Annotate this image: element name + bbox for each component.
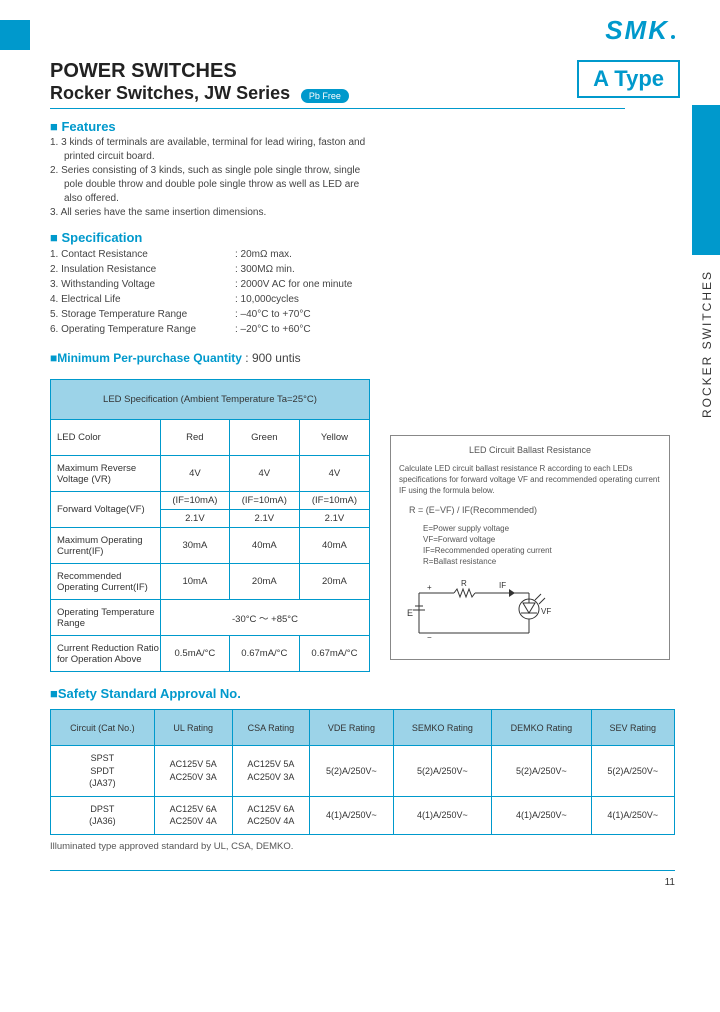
side-label: ROCKER SWITCHES — [700, 270, 714, 418]
cell: SPST SPDT (JA37) — [51, 746, 155, 797]
features-list: 1. 3 kinds of terminals are available, t… — [50, 136, 380, 220]
table-row: DPST (JA36) AC125V 6A AC250V 4A AC125V 6… — [51, 796, 675, 834]
spec-row: 3. Withstanding Voltage: 2000V AC for on… — [50, 277, 680, 292]
footnote: Illuminated type approved standard by UL… — [50, 841, 680, 852]
ballast-defs: E=Power supply voltage VF=Forward voltag… — [423, 523, 661, 568]
spec-row: 2. Insulation Resistance: 300MΩ min. — [50, 262, 680, 277]
led-spec-table: LED Specification (Ambient Temperature T… — [50, 379, 370, 672]
svg-text:−: − — [427, 633, 432, 642]
spec-row: 4. Electrical Life: 10,000cycles — [50, 292, 680, 307]
features-heading: Features — [50, 119, 680, 134]
title-line2: Rocker Switches, JW Series — [50, 83, 290, 103]
top-stripe — [0, 20, 30, 50]
page-number: 11 — [50, 877, 675, 888]
spec-row: 6. Operating Temperature Range: –20°C to… — [50, 322, 680, 337]
feature-item: 3. All series have the same insertion di… — [50, 206, 380, 220]
svg-text:VF: VF — [541, 607, 551, 616]
safety-heading: Safety Standard Approval No. — [50, 686, 680, 701]
ballast-title: LED Circuit Ballast Resistance — [399, 444, 661, 457]
svg-text:R: R — [461, 579, 467, 588]
table-row: SPST SPDT (JA37) AC125V 5A AC250V 3A AC1… — [51, 746, 675, 797]
ballast-desc: Calculate LED circuit ballast resistance… — [399, 463, 661, 497]
table-row: Circuit (Cat No.) UL Rating CSA Rating V… — [51, 710, 675, 746]
type-badge: A Type — [577, 60, 680, 98]
ballast-formula: R = (E−VF) / IF(Recommended) — [409, 504, 661, 517]
spec-row: 5. Storage Temperature Range: –40°C to +… — [50, 307, 680, 322]
safety-table: Circuit (Cat No.) UL Rating CSA Rating V… — [50, 709, 675, 835]
spec-row: 1. Contact Resistance: 20mΩ max. — [50, 247, 680, 262]
datasheet-page: SMK A Type ROCKER SWITCHES POWER SWITCHE… — [0, 0, 720, 1012]
header-rule — [50, 108, 625, 109]
svg-text:IF: IF — [499, 581, 506, 590]
footer-rule — [50, 870, 675, 871]
feature-item: 1. 3 kinds of terminals are available, t… — [50, 136, 380, 164]
specification-heading: Specification — [50, 230, 680, 245]
spec-list: 1. Contact Resistance: 20mΩ max. 2. Insu… — [50, 247, 680, 337]
ballast-box: LED Circuit Ballast Resistance Calculate… — [390, 435, 670, 660]
svg-text:+: + — [427, 583, 432, 592]
mpq-heading: ■Minimum Per-purchase Quantity : 900 unt… — [50, 351, 680, 365]
circuit-diagram: + R IF VF − E — [399, 578, 569, 648]
brand-logo: SMK — [605, 15, 675, 46]
led-area: LED Specification (Ambient Temperature T… — [50, 379, 680, 672]
side-tab — [692, 105, 720, 255]
pb-free-badge: Pb Free — [301, 89, 349, 103]
feature-item: 2. Series consisting of 3 kinds, such as… — [50, 164, 380, 206]
led-table-caption: LED Specification (Ambient Temperature T… — [51, 380, 370, 420]
svg-text:E: E — [407, 608, 413, 618]
